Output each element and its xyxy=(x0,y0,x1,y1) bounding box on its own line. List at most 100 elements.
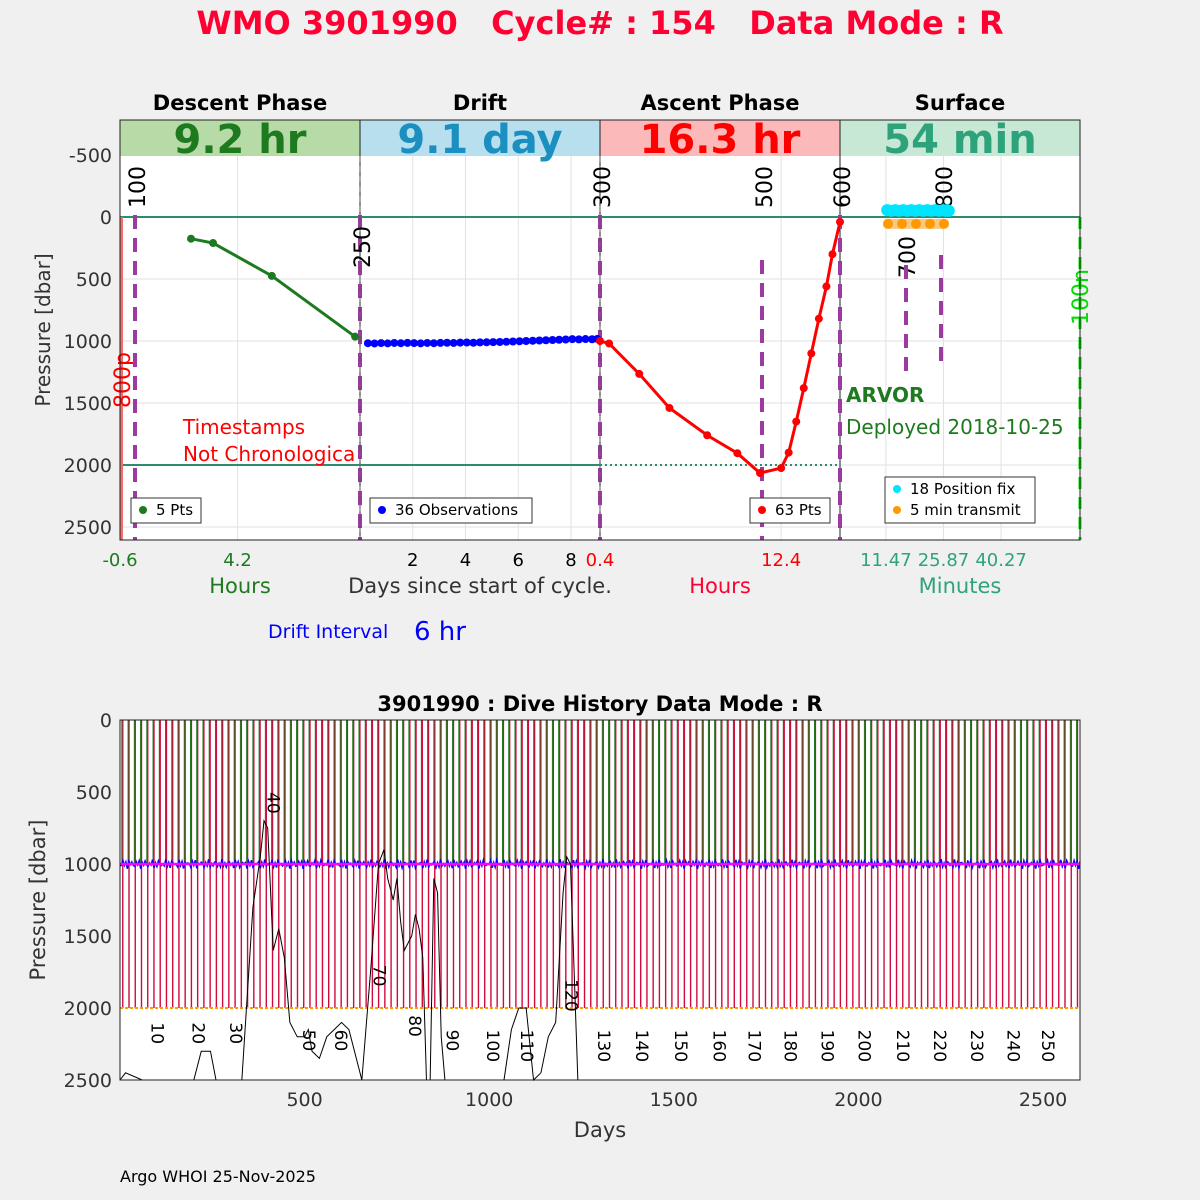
drift-point xyxy=(574,335,583,344)
phase-header-band xyxy=(120,120,360,156)
ascent-point xyxy=(777,464,786,473)
cycle-label: 180 xyxy=(780,1030,800,1062)
x-tick-label: 6 xyxy=(513,550,524,571)
marker-label: 800 xyxy=(933,166,958,208)
y-tick-label: 2000 xyxy=(64,998,112,1020)
drift-point xyxy=(489,338,498,347)
drift-point xyxy=(528,336,537,345)
x-tick-label: 12.4 xyxy=(761,550,801,571)
cycle-label: 70 xyxy=(369,965,389,987)
drift-point xyxy=(502,337,511,346)
cycle-label: 20 xyxy=(188,1022,208,1044)
x-units-label: Hours xyxy=(209,574,271,598)
cycle-label: 90 xyxy=(441,1030,461,1052)
ascent-point xyxy=(635,369,644,378)
y-tick-label: 1000 xyxy=(64,331,112,353)
footer-text: Argo WHOI 25-Nov-2025 xyxy=(120,1167,316,1186)
drift-point xyxy=(581,335,590,344)
x-tick-label: 11.47 xyxy=(860,550,912,571)
y-tick-label: 2000 xyxy=(64,455,112,477)
legend-box xyxy=(369,497,533,524)
cycle-label: 200 xyxy=(853,1030,873,1062)
ascent-point xyxy=(756,469,764,478)
x-tick-label: 2500 xyxy=(1019,1089,1067,1111)
drift-point xyxy=(396,339,405,348)
drift-point xyxy=(436,338,445,347)
ascent-point xyxy=(807,349,816,358)
drift-point xyxy=(495,337,504,346)
cycle-label: 170 xyxy=(743,1030,763,1062)
descent-point xyxy=(187,234,196,243)
drift-point xyxy=(383,339,392,348)
drift-point xyxy=(561,335,570,344)
x-tick-label: 500 xyxy=(286,1089,322,1111)
cycle-label: 230 xyxy=(966,1030,986,1062)
drift-point xyxy=(568,335,577,344)
x-tick-label: 25.87 xyxy=(918,550,970,571)
drift-point xyxy=(363,339,372,348)
transmit-point xyxy=(939,218,949,229)
dive-history-title: 3901990 : Dive History Data Mode : R xyxy=(377,692,822,716)
drift-point xyxy=(508,337,517,346)
drift-point xyxy=(462,338,471,347)
ascent-point xyxy=(799,384,808,393)
drift-point xyxy=(429,339,438,348)
drift-point xyxy=(482,338,491,347)
phase-header-band xyxy=(840,120,1080,156)
drift-point xyxy=(541,336,550,345)
drift-point xyxy=(403,338,412,347)
descent-point xyxy=(267,271,276,280)
ascent-point xyxy=(836,217,844,226)
drift-interval-value: 6 hr xyxy=(414,617,466,647)
phase-title: Surface xyxy=(915,91,1005,115)
drift-point xyxy=(555,335,564,344)
legend-label: 5 min transmit xyxy=(910,501,1021,519)
x-tick-label: 2000 xyxy=(834,1089,882,1111)
phase-duration: 9.2 hr xyxy=(174,117,307,163)
drift-point xyxy=(456,338,465,347)
legend-marker xyxy=(758,506,766,514)
phase-header-band xyxy=(600,120,840,156)
phase-duration: 9.1 day xyxy=(397,117,562,163)
x-tick-label: 40.27 xyxy=(975,550,1027,571)
cycle-label: 50 xyxy=(298,1030,318,1052)
cycle-label: 30 xyxy=(225,1022,245,1044)
legend-marker xyxy=(893,506,901,514)
ascent-point xyxy=(792,417,801,426)
descent-point xyxy=(209,239,218,248)
x-tick-label: 2 xyxy=(407,550,418,571)
cycle-label: 150 xyxy=(670,1030,690,1062)
marker-label: 250 xyxy=(351,226,376,268)
x-tick-label: 4.2 xyxy=(223,550,252,571)
bottom-plot-frame xyxy=(119,719,1081,1081)
legend-label: 18 Position fix xyxy=(910,480,1015,498)
drift-point xyxy=(390,338,399,347)
cycle-label: 80 xyxy=(404,1015,424,1037)
cycle-label: 160 xyxy=(709,1030,729,1062)
y-axis-label: Pressure [dbar] xyxy=(26,820,50,981)
cycle-label: 130 xyxy=(593,1030,613,1062)
transmit-point xyxy=(911,218,921,229)
black-trace xyxy=(119,819,600,1082)
legend-label: 63 Pts xyxy=(775,501,822,519)
position-fix-point xyxy=(942,204,955,217)
legend-marker xyxy=(378,506,386,514)
marker-label: 600 xyxy=(831,166,856,208)
cycle-label: 240 xyxy=(1002,1030,1022,1062)
ascent-point xyxy=(605,339,614,348)
y-tick-label: -500 xyxy=(69,145,112,167)
drift-point xyxy=(548,336,557,345)
y-axis-label: Pressure [dbar] xyxy=(31,253,55,406)
dive-history-chart: 3901990 : Dive History Data Mode : R 10 20… xyxy=(26,692,1081,1142)
drift-point xyxy=(449,338,458,347)
y-tick-label: 0 xyxy=(100,207,112,229)
x-tick-label: 1000 xyxy=(465,1089,513,1111)
cycle-label: 60 xyxy=(330,1030,350,1052)
ascent-point xyxy=(665,403,674,412)
note-line: Timestamps xyxy=(182,415,305,439)
phase-duration: 16.3 hr xyxy=(640,117,801,163)
ascent-point xyxy=(733,449,742,458)
drift-point xyxy=(522,337,531,345)
